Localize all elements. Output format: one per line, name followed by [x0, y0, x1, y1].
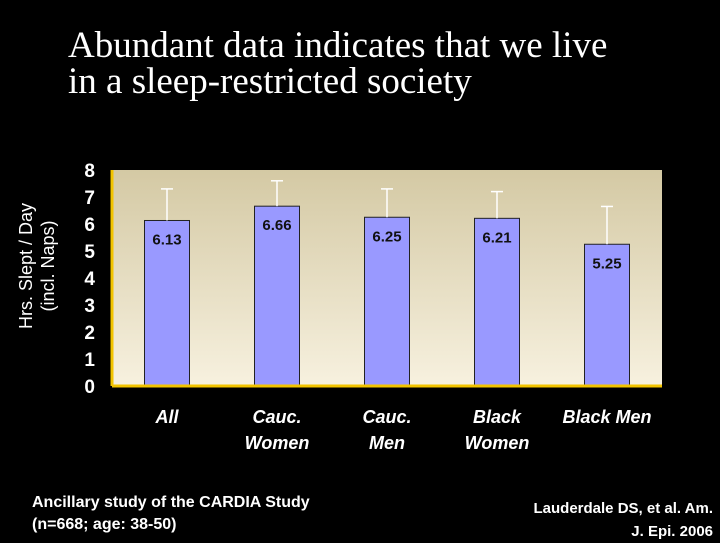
value-label-4: 5.25: [592, 255, 621, 272]
y-tick-label-4: 4: [84, 269, 95, 290]
y-tick-label-2: 2: [84, 323, 95, 344]
bar-chart: 6.13 6.66 6.25 6.21 5.25 0 1 2 3 4 5 6 7 8 All Cauc. W…: [16, 161, 662, 453]
y-tick-label-1: 1: [84, 350, 95, 371]
slide-title: Abundant data indicates that we live in …: [68, 25, 708, 102]
bars-group: [144, 205, 630, 387]
x-tick-label-line: Women: [245, 433, 310, 453]
error-bars-group: [161, 180, 613, 245]
y-axis-label: Hrs. Slept / Day (incl. Naps): [16, 203, 58, 329]
x-tick-labels-group: All Cauc. Women Cauc. Men Black Women Black Men: [154, 407, 651, 453]
y-axis-label-text: Hrs. Slept / Day (incl. Naps): [16, 203, 58, 329]
x-tick-label-line: Men: [369, 433, 405, 453]
y-tick-label-8: 8: [84, 161, 95, 182]
x-tick-label-1: Cauc. Women: [245, 407, 310, 453]
x-tick-label-line: All: [154, 407, 179, 427]
value-label-2: 6.25: [372, 228, 401, 245]
citation-line-1: Lauderdale DS, et al. Am.: [533, 500, 714, 517]
x-tick-label-line: Cauc.: [252, 407, 301, 427]
y-tick-label-3: 3: [84, 296, 95, 317]
title-line-1: Abundant data indicates that we live: [68, 25, 608, 66]
y-axis-label-line: Hrs. Slept / Day: [16, 203, 36, 329]
citation-line-2: J. Epi. 2006: [631, 523, 713, 540]
x-tick-label-line: Cauc.: [362, 407, 411, 427]
value-labels-group: 6.13 6.66 6.25 6.21 5.25: [152, 217, 621, 272]
y-axis-label-line: (incl. Naps): [38, 220, 58, 311]
y-tick-labels-group: 0 1 2 3 4 5 6 7 8: [84, 161, 95, 398]
x-tick-label-2: Cauc. Men: [362, 407, 411, 453]
x-tick-label-line: Black Men: [562, 407, 651, 427]
citation: Lauderdale DS, et al. Am. J. Epi. 2006: [534, 497, 714, 543]
x-tick-label-line: Women: [465, 433, 530, 453]
x-tick-label-4: Black Men: [562, 407, 651, 427]
footnote-line-2: (n=668; age: 38-50): [32, 516, 177, 533]
y-tick-label-5: 5: [84, 242, 95, 263]
value-label-1: 6.66: [262, 217, 291, 234]
value-label-3: 6.21: [482, 229, 511, 246]
title-line-2: in a sleep-restricted society: [68, 61, 472, 102]
bar-0: [144, 219, 190, 387]
x-tick-label-3: Black Women: [465, 407, 530, 453]
value-label-0: 6.13: [152, 231, 181, 248]
y-tick-label-7: 7: [84, 188, 95, 209]
y-tick-label-0: 0: [84, 377, 95, 398]
x-tick-label-0: All: [154, 407, 179, 427]
study-footnote: Ancillary study of the CARDIA Study (n=6…: [32, 492, 310, 536]
footnote-line-1: Ancillary study of the CARDIA Study: [32, 494, 310, 511]
x-tick-label-line: Black: [473, 407, 522, 427]
y-tick-label-6: 6: [84, 215, 95, 236]
